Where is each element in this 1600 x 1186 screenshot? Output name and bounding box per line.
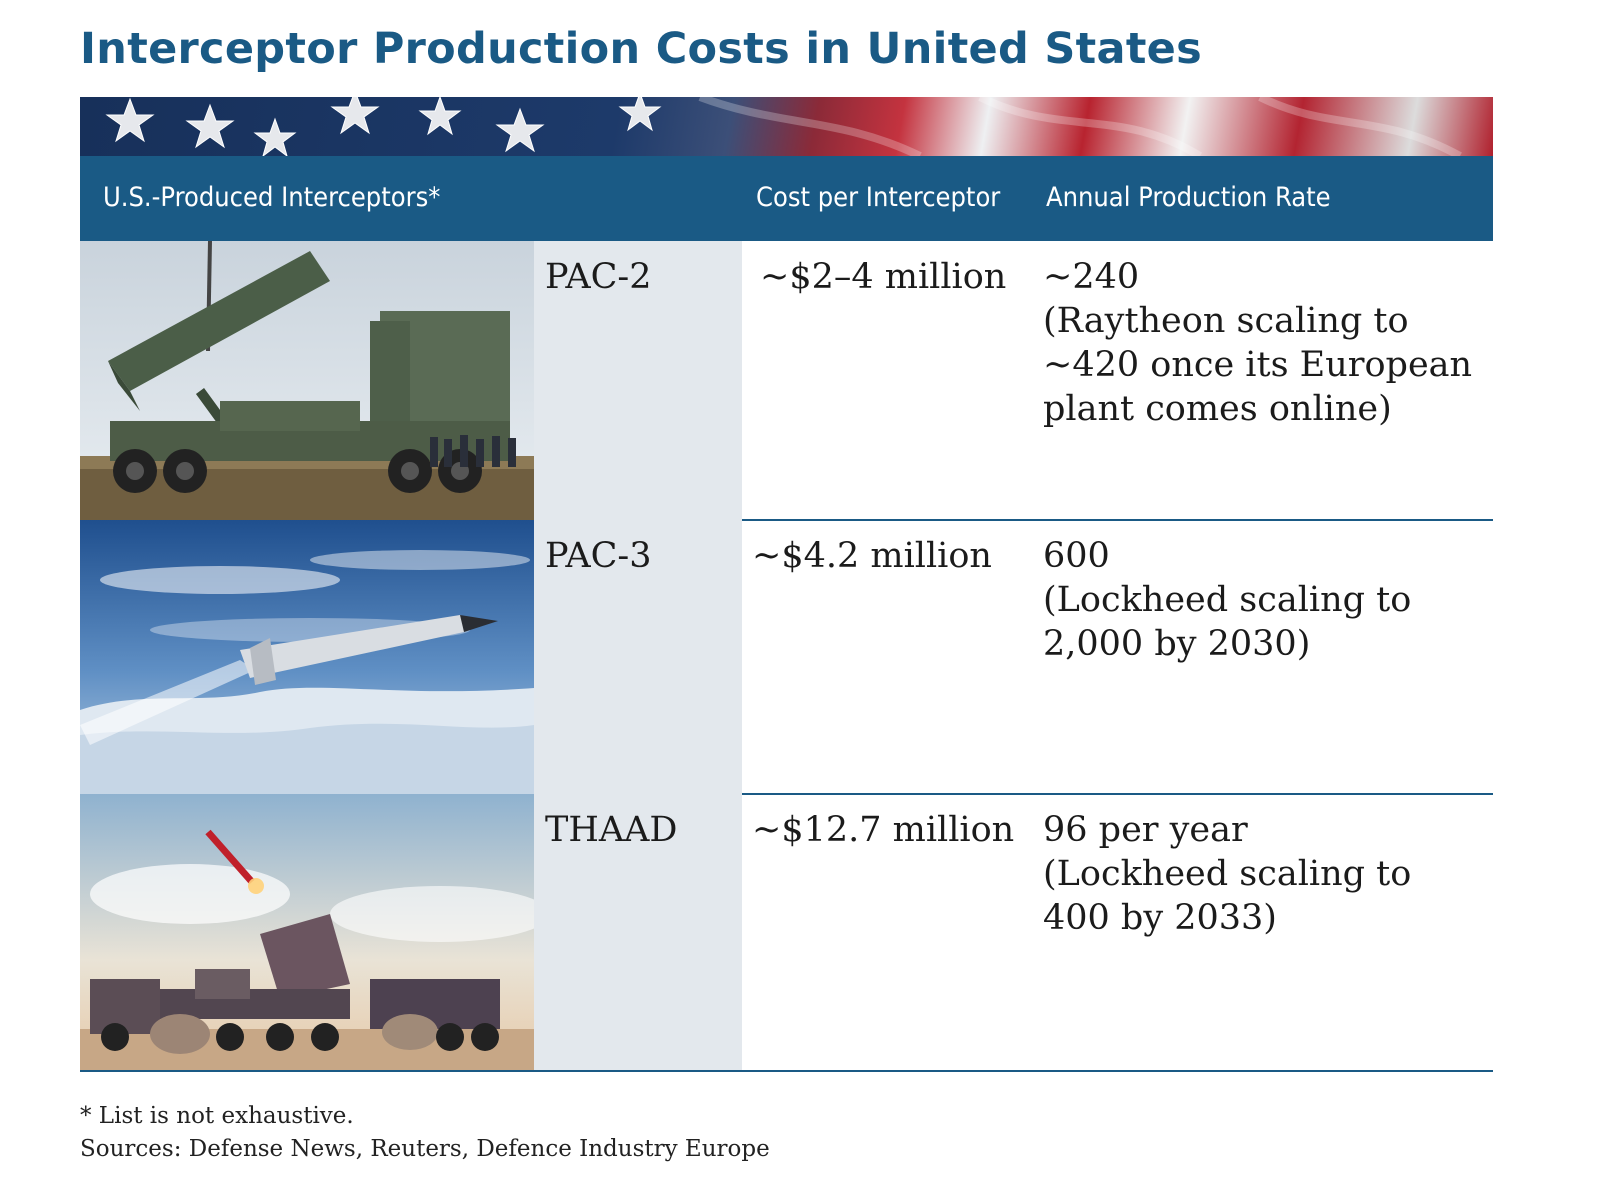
table-row-3-rate: 96 per year (Lockheed scaling to 400 by … [1043,808,1411,940]
rate-line: (Raytheon scaling to [1043,301,1409,341]
table-row-2-cost: ~$4.2 million [752,536,992,576]
patriot-launcher-truck-photo-icon [80,241,534,520]
row-divider [742,519,1493,521]
interceptor-name-column [534,241,742,1071]
rate-line: plant comes online) [1043,389,1392,429]
table-row-1-rate: ~240 (Raytheon scaling to ~420 once its … [1043,255,1472,431]
rate-line: ~240 [1043,257,1140,297]
column-header-rate: Annual Production Rate [1046,182,1331,213]
table-row-2-rate: 600 (Lockheed scaling to 2,000 by 2030) [1043,534,1411,666]
row-divider [742,793,1493,795]
table-row-2-name: PAC-3 [545,536,652,576]
thaad-launcher-battery-photo-icon [80,794,534,1071]
rate-line: (Lockheed scaling to [1043,854,1412,894]
footnote: * List is not exhaustive. [80,1103,354,1129]
table-row-1-cost: ~$2–4 million [760,257,1007,297]
rate-line: 2,000 by 2030) [1043,624,1311,664]
table-row-3-cost: ~$12.7 million [752,810,1015,850]
rate-line: 96 per year [1043,810,1248,850]
page-title: Interceptor Production Costs in United S… [80,24,1203,74]
table-row-3-name: THAAD [545,810,678,850]
rate-line: (Lockheed scaling to [1043,580,1412,620]
column-header-cost: Cost per Interceptor [756,182,1001,213]
us-flag-banner-icon [80,97,1493,156]
missile-in-flight-above-clouds-photo-icon [80,520,534,794]
table-bottom-border [80,1070,1493,1072]
rate-line: 400 by 2033) [1043,898,1277,938]
table-row-1-name: PAC-2 [545,257,652,297]
sources-note: Sources: Defense News, Reuters, Defence … [80,1136,770,1162]
rate-line: ~420 once its European [1043,345,1473,385]
column-header-interceptors: U.S.-Produced Interceptors* [103,182,441,213]
rate-line: 600 [1043,536,1110,576]
table-header-band [80,156,1493,241]
